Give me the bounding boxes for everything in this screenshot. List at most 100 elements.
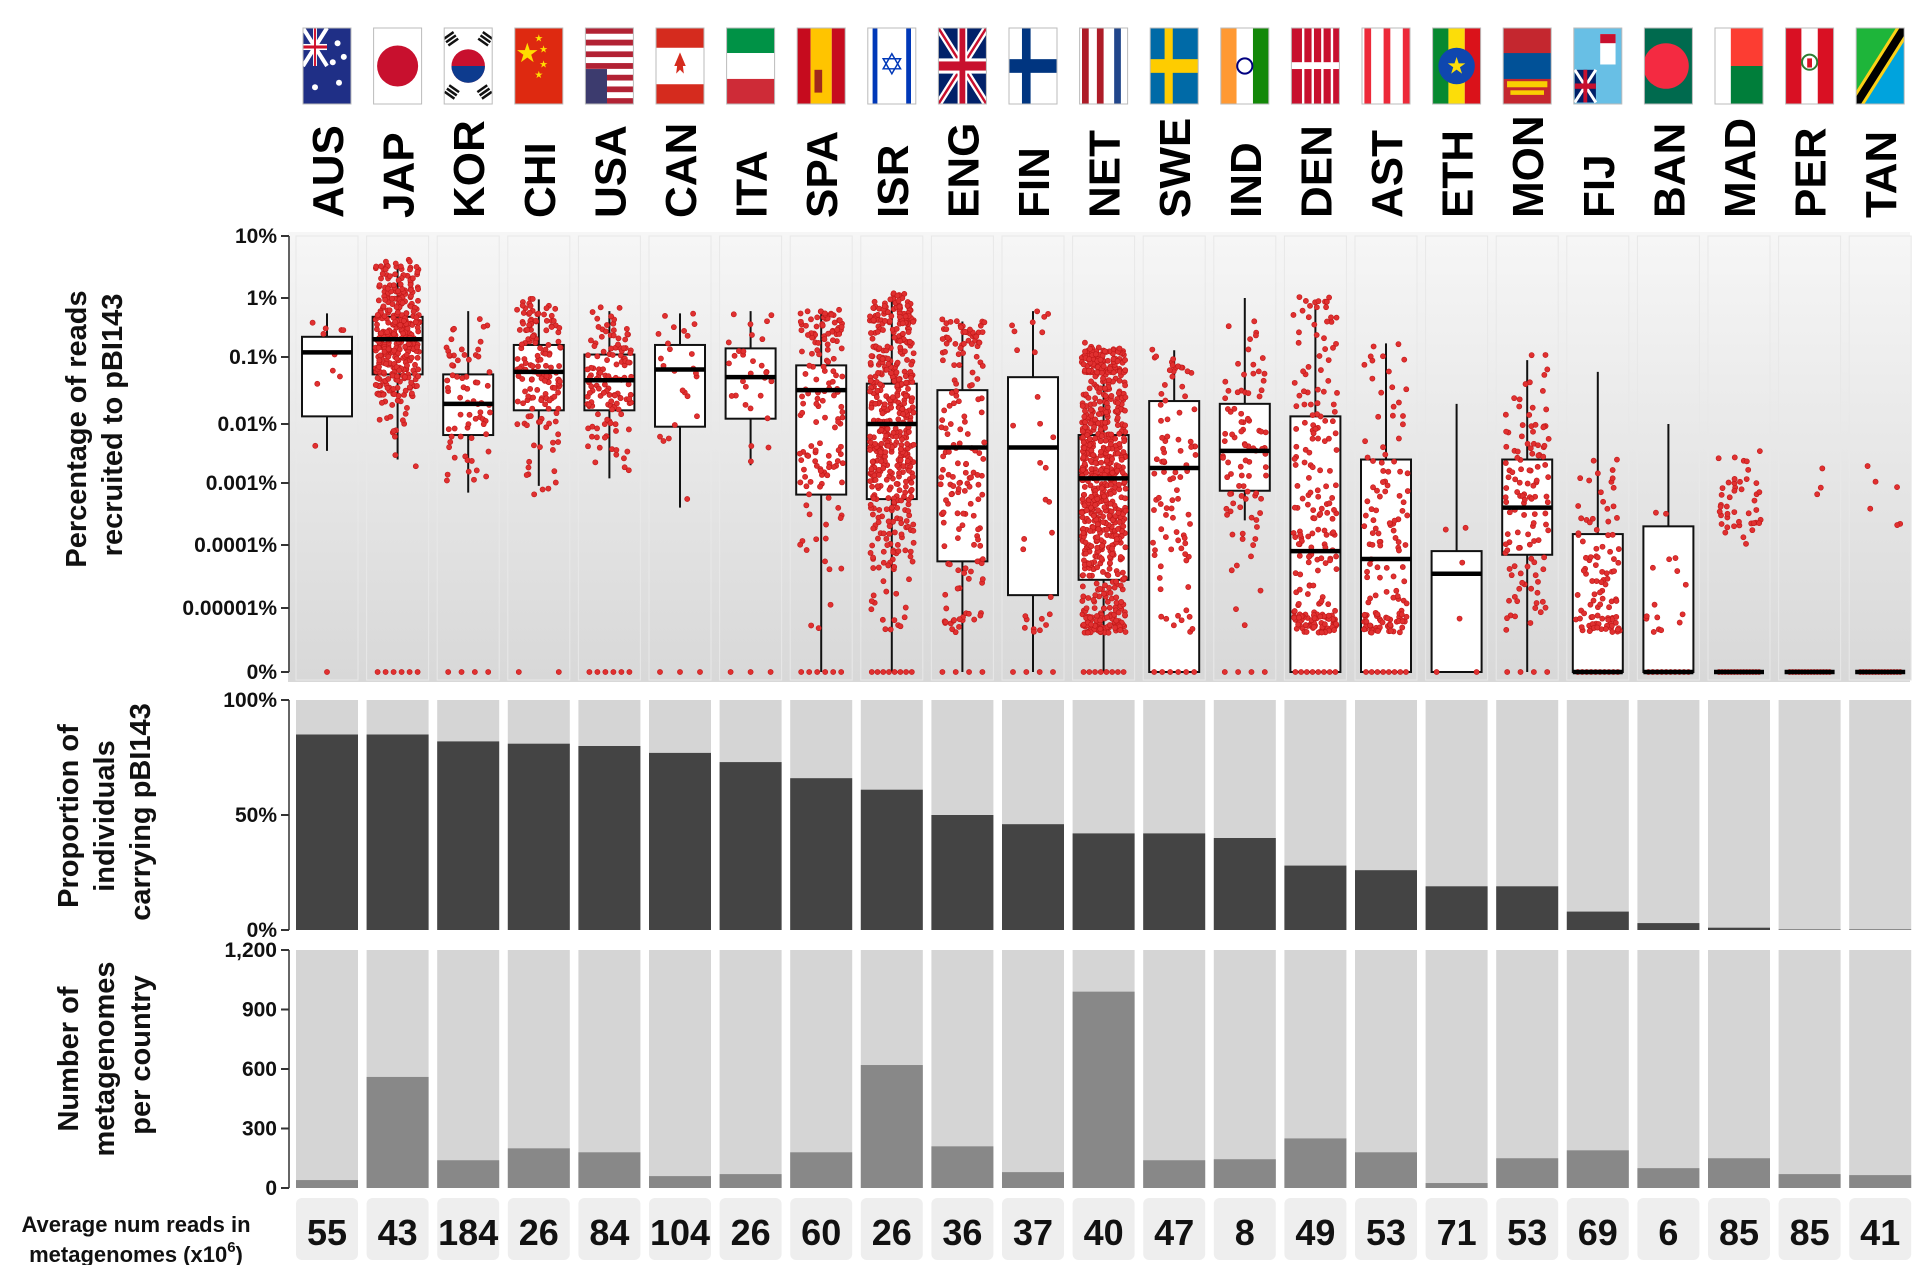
count-column-bg (1637, 950, 1700, 1188)
data-point (910, 350, 917, 357)
data-point (1170, 475, 1177, 482)
india-flag (1220, 27, 1270, 105)
box-usa (583, 304, 636, 675)
proportion-bar-fij (1566, 911, 1629, 930)
data-point (942, 425, 949, 432)
data-point (1086, 385, 1093, 392)
data-point (1011, 328, 1018, 335)
data-point (976, 450, 983, 456)
data-point (820, 363, 827, 370)
data-point (1087, 407, 1094, 413)
data-point (1161, 458, 1167, 465)
data-point (555, 431, 562, 438)
data-point (385, 319, 392, 326)
data-point (1238, 472, 1245, 479)
data-point (391, 347, 398, 354)
data-point (514, 306, 520, 313)
data-point (814, 395, 821, 402)
data-point (415, 366, 422, 373)
data-point (974, 558, 981, 565)
data-point (597, 369, 604, 376)
data-point (625, 467, 632, 474)
data-point (1238, 428, 1245, 435)
data-point (1079, 466, 1086, 473)
data-point (979, 363, 986, 369)
data-point (1528, 352, 1535, 359)
data-point (946, 448, 952, 455)
data-point (1527, 620, 1534, 626)
data-point (1518, 466, 1524, 473)
data-point (824, 346, 831, 353)
data-point (1531, 559, 1538, 566)
data-point (891, 529, 898, 536)
data-point (1100, 363, 1107, 370)
data-point (868, 330, 874, 336)
data-point-zero (1397, 669, 1404, 675)
data-point (1327, 557, 1333, 564)
data-point (1229, 531, 1236, 538)
data-point (1521, 496, 1528, 503)
data-point (1544, 366, 1551, 373)
data-point (1097, 406, 1104, 412)
data-point-zero (610, 669, 617, 675)
data-point (691, 321, 698, 328)
data-point (543, 327, 550, 334)
data-point (1116, 377, 1123, 384)
data-point (896, 303, 903, 310)
tick-label: 50% (235, 804, 277, 827)
data-point (1158, 613, 1165, 620)
data-point (1382, 488, 1389, 495)
data-point (1872, 478, 1879, 485)
data-point (537, 356, 544, 363)
footer-cell-bg (1496, 1198, 1559, 1260)
data-point (415, 373, 421, 380)
data-point (1087, 482, 1094, 489)
data-point (597, 304, 604, 311)
boxplot-ylabel-line-1: Percentage of reads (61, 290, 93, 567)
data-point (1718, 491, 1725, 498)
data-point (1540, 453, 1547, 460)
data-point (1176, 409, 1183, 416)
data-point (1102, 393, 1109, 399)
data-point (1333, 314, 1340, 321)
data-point (1081, 460, 1088, 467)
box-ast (1360, 341, 1412, 675)
data-point (1227, 491, 1233, 497)
data-point (1372, 592, 1379, 599)
data-point (885, 518, 892, 525)
data-point (1514, 529, 1521, 536)
data-point (886, 486, 893, 493)
data-point (1372, 525, 1379, 532)
data-point (946, 561, 953, 568)
denmark-flag (1290, 27, 1340, 105)
count-ylabel-line-1: Number of (53, 986, 85, 1131)
data-point (1155, 494, 1162, 501)
data-point (886, 523, 893, 530)
data-point (817, 483, 823, 490)
data-point (884, 425, 891, 432)
data-point (975, 526, 981, 533)
data-point (1168, 505, 1175, 512)
data-point-zero (1292, 669, 1299, 675)
data-point (1743, 458, 1750, 465)
data-point (372, 381, 379, 388)
data-point (1152, 547, 1158, 554)
data-point (1611, 556, 1617, 562)
data-point (1222, 378, 1229, 385)
data-point (1042, 464, 1049, 471)
data-point (402, 374, 408, 380)
data-point (1085, 518, 1092, 524)
count-column-bg (1425, 950, 1488, 1188)
data-point (839, 479, 845, 486)
data-point (399, 417, 406, 424)
data-point (961, 418, 968, 425)
data-point (1531, 511, 1538, 517)
data-point (796, 450, 803, 457)
data-point (895, 416, 902, 423)
data-point (1293, 403, 1300, 410)
data-point (819, 322, 826, 329)
data-point (1503, 626, 1510, 633)
data-point (1178, 617, 1185, 624)
data-point (1329, 418, 1336, 425)
data-point (413, 314, 420, 321)
